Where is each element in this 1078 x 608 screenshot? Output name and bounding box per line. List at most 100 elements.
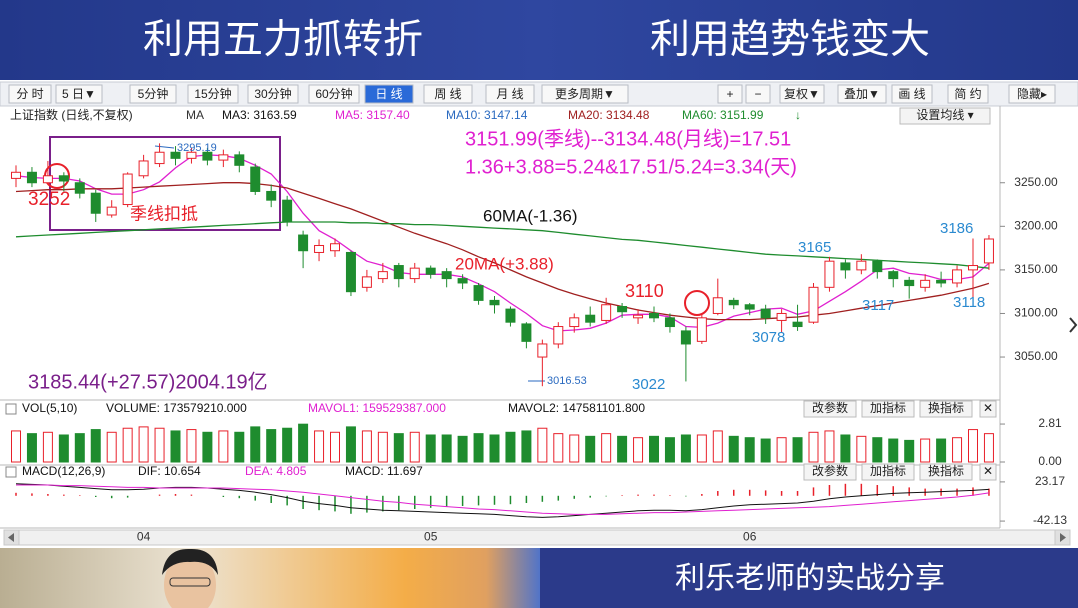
volume-bar — [521, 430, 532, 463]
tool-label[interactable]: 叠加▼ — [844, 87, 880, 101]
period-button[interactable] — [247, 84, 299, 104]
tool-label[interactable]: + — [726, 87, 733, 101]
period-label[interactable]: 更多周期▼ — [555, 87, 615, 101]
panel-header: MACD: 11.697 — [345, 464, 423, 478]
candle-body — [266, 190, 277, 201]
candle-body — [377, 271, 388, 280]
volume-bar — [888, 438, 899, 463]
y-tick-label: 3150.00 — [1014, 262, 1058, 276]
candle-body — [888, 271, 899, 280]
ma-line — [15, 154, 990, 332]
candle-body — [361, 276, 372, 288]
candle-body — [42, 175, 53, 184]
volume-bar — [792, 437, 803, 463]
panel-header: VOL(5,10) — [22, 401, 77, 415]
panel-button-label[interactable]: 换指标 — [928, 463, 964, 478]
tool-label[interactable]: 画 线 — [898, 87, 925, 101]
candle-body — [680, 330, 691, 345]
panel-button[interactable] — [979, 400, 997, 418]
period-label[interactable]: 分 时 — [16, 87, 43, 101]
panel-button[interactable] — [979, 463, 997, 481]
candle-body — [170, 151, 181, 159]
period-button[interactable] — [541, 84, 629, 104]
period-button[interactable] — [364, 84, 414, 104]
period-label[interactable]: 30分钟 — [254, 86, 291, 101]
candle-body — [26, 171, 37, 184]
period-button[interactable] — [8, 84, 52, 104]
candle-body — [282, 199, 293, 223]
tool-button[interactable] — [779, 84, 825, 104]
volume-bar — [457, 435, 468, 463]
period-label[interactable]: 5 日▼ — [62, 87, 96, 101]
panel-button[interactable] — [861, 400, 915, 418]
annotation: 3252 — [28, 189, 70, 210]
legend-entry: MA60: 3151.99 — [682, 108, 764, 122]
volume-bar — [712, 430, 723, 463]
tool-label[interactable]: − — [754, 87, 761, 101]
period-label[interactable]: 月 线 — [496, 87, 523, 101]
settings-label[interactable]: 设置均线 ▾ — [916, 108, 973, 122]
panel-button-label[interactable]: 改参数 — [812, 463, 848, 478]
tool-label[interactable]: 简 约 — [954, 86, 981, 101]
panel-checkbox[interactable] — [5, 403, 17, 415]
candle-body — [186, 151, 197, 159]
annotation: 3295.19 — [177, 142, 217, 154]
volume-bar — [90, 429, 101, 463]
period-button[interactable] — [308, 84, 360, 104]
period-button[interactable] — [423, 84, 473, 104]
volume-bar — [936, 438, 947, 463]
candle-body — [521, 323, 532, 342]
candle-body — [696, 317, 707, 342]
period-button[interactable] — [55, 84, 103, 104]
period-label[interactable]: 周 线 — [434, 87, 461, 101]
candle-body — [90, 192, 101, 214]
panel-button[interactable] — [803, 463, 857, 481]
volume-bar — [728, 435, 739, 463]
panel-button-label[interactable]: ✕ — [983, 401, 993, 415]
panel-button[interactable] — [803, 400, 857, 418]
panel-checkbox[interactable] — [5, 466, 17, 478]
period-label[interactable]: 15分钟 — [194, 86, 231, 101]
panel-button-label[interactable]: 改参数 — [812, 400, 848, 415]
tool-label[interactable]: 隐藏▸ — [1017, 87, 1047, 101]
tool-button[interactable] — [717, 84, 743, 104]
annotation: 3165 — [798, 239, 831, 256]
tool-button[interactable] — [1008, 84, 1056, 104]
panel-button[interactable] — [861, 463, 915, 481]
tool-button[interactable] — [947, 84, 989, 104]
volume-bar — [920, 438, 931, 463]
period-label[interactable]: 5分钟 — [138, 86, 169, 101]
candle-body — [840, 262, 851, 271]
panel-button-label[interactable]: 加指标 — [870, 463, 906, 478]
side-arrow[interactable] — [1069, 317, 1078, 333]
panel-button[interactable] — [919, 400, 973, 418]
period-button[interactable] — [187, 84, 239, 104]
candle-body — [393, 265, 404, 280]
volume-bar — [840, 434, 851, 463]
panel-button-label[interactable]: ✕ — [983, 464, 993, 478]
photo — [0, 548, 540, 608]
volume-bar — [250, 426, 261, 463]
period-label[interactable]: 60分钟 — [315, 86, 352, 101]
volume-bar — [154, 427, 165, 463]
tool-button[interactable] — [891, 84, 933, 104]
scrollbar[interactable] — [3, 529, 1071, 546]
settings-button[interactable] — [899, 107, 991, 125]
candle-body — [744, 304, 755, 310]
annotation: 3186 — [940, 220, 973, 237]
panel-button-label[interactable]: 换指标 — [928, 400, 964, 415]
tool-label[interactable]: 复权▼ — [784, 87, 820, 101]
candle-body — [872, 260, 883, 273]
tool-button[interactable] — [837, 84, 887, 104]
period-button[interactable] — [485, 84, 535, 104]
volume-bar — [968, 429, 978, 463]
volume-bar — [26, 433, 37, 463]
panel-button-label[interactable]: 加指标 — [870, 400, 906, 415]
panel-button[interactable] — [919, 463, 973, 481]
x-tick-label: 04 — [137, 530, 151, 544]
period-label[interactable]: 日 线 — [375, 87, 402, 101]
tool-button[interactable] — [745, 84, 771, 104]
period-button[interactable] — [129, 84, 177, 104]
volume-bar — [776, 437, 787, 463]
candle-body — [537, 343, 548, 358]
